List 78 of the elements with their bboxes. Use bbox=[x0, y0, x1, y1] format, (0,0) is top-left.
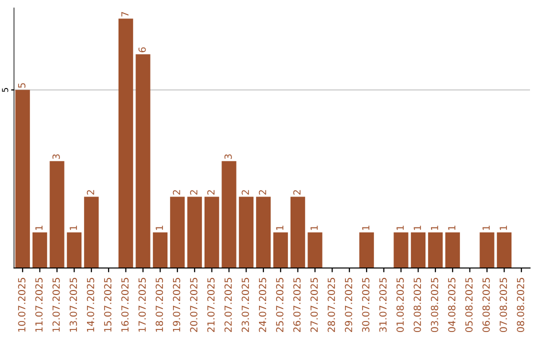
data-label: 1 bbox=[448, 226, 456, 230]
data-label: 1 bbox=[70, 226, 77, 230]
data-label: 2 bbox=[190, 190, 198, 195]
bar bbox=[394, 232, 408, 268]
x-tick-label: 26.07.2025 bbox=[293, 278, 301, 332]
bar bbox=[118, 18, 134, 268]
x-tick-label: 03.08.2025 bbox=[430, 278, 438, 332]
bar bbox=[152, 232, 168, 268]
x-tick-label: 10.07.2025 bbox=[18, 278, 26, 332]
x-tick-label: 23.07.2025 bbox=[242, 278, 250, 332]
x-tick-label: 30.07.2025 bbox=[362, 278, 370, 332]
bar bbox=[359, 232, 374, 268]
data-label: 7 bbox=[121, 12, 128, 16]
x-tick-label: 21.07.2025 bbox=[207, 278, 215, 332]
bar bbox=[480, 232, 494, 268]
data-label: 1 bbox=[362, 226, 370, 230]
data-label: 1 bbox=[156, 226, 163, 230]
x-tick-label: 28.07.2025 bbox=[328, 278, 336, 332]
x-tick-label: 07.08.2025 bbox=[500, 278, 508, 332]
bar bbox=[273, 232, 288, 268]
bar bbox=[256, 196, 271, 268]
x-tick-label: 19.07.2025 bbox=[172, 278, 180, 332]
x-tick-label: 24.07.2025 bbox=[258, 278, 266, 332]
bar bbox=[15, 90, 30, 268]
x-tick-label: 04.08.2025 bbox=[448, 278, 456, 332]
x-tick-label: 06.08.2025 bbox=[482, 278, 490, 332]
x-tick-label: 16.07.2025 bbox=[121, 278, 129, 332]
data-label: 1 bbox=[414, 226, 421, 230]
data-label: 1 bbox=[276, 226, 284, 230]
data-label: 2 bbox=[207, 190, 214, 195]
bar bbox=[170, 196, 185, 268]
x-tick-label: 15.07.2025 bbox=[104, 278, 112, 332]
data-label: 1 bbox=[35, 226, 42, 230]
x-tick-label: 25.07.2025 bbox=[276, 278, 284, 332]
x-tick-label: 13.07.2025 bbox=[70, 278, 78, 332]
bar bbox=[187, 196, 202, 268]
x-tick-label: 05.08.2025 bbox=[465, 278, 473, 332]
x-tick-label: 14.07.2025 bbox=[86, 278, 94, 332]
bar bbox=[66, 232, 82, 268]
data-label: 1 bbox=[310, 226, 318, 230]
data-label: 2 bbox=[258, 190, 266, 195]
x-tick-label: 27.07.2025 bbox=[310, 278, 318, 332]
data-label: 6 bbox=[138, 47, 146, 52]
data-label: 3 bbox=[52, 154, 60, 160]
bar bbox=[222, 161, 236, 268]
bar bbox=[136, 54, 150, 268]
bar bbox=[445, 232, 460, 268]
x-tick-label: 11.07.2025 bbox=[35, 278, 43, 332]
data-label: 2 bbox=[172, 190, 180, 195]
x-tick-label: 29.07.2025 bbox=[344, 278, 352, 332]
x-tick-label: 20.07.2025 bbox=[190, 278, 198, 332]
bar bbox=[410, 232, 426, 268]
x-tick-label: 22.07.2025 bbox=[224, 278, 232, 332]
bar bbox=[308, 232, 322, 268]
data-label: 2 bbox=[293, 190, 300, 195]
bar bbox=[32, 232, 48, 268]
bar bbox=[84, 196, 99, 268]
x-tick-label: 12.07.2025 bbox=[52, 278, 60, 332]
bar bbox=[238, 196, 254, 268]
x-tick-label: 18.07.2025 bbox=[156, 278, 164, 332]
data-label: 1 bbox=[482, 226, 490, 230]
x-tick-label: 31.07.2025 bbox=[379, 278, 387, 332]
data-label: 1 bbox=[396, 226, 404, 230]
x-tick-label: 08.08.2025 bbox=[516, 278, 524, 332]
x-tick-label: 17.07.2025 bbox=[138, 278, 146, 332]
bar bbox=[428, 232, 443, 268]
data-label: 2 bbox=[86, 190, 94, 195]
x-tick-label: 01.08.2025 bbox=[396, 278, 404, 332]
data-label: 3 bbox=[224, 154, 232, 160]
data-label: 1 bbox=[500, 226, 507, 230]
bar bbox=[290, 196, 306, 268]
bar bbox=[204, 196, 220, 268]
data-label: 1 bbox=[430, 226, 438, 230]
data-label: 2 bbox=[242, 190, 249, 195]
bar bbox=[496, 232, 512, 268]
bar bbox=[50, 161, 64, 268]
data-label: 5 bbox=[18, 83, 26, 88]
x-tick-label: 02.08.2025 bbox=[414, 278, 422, 332]
